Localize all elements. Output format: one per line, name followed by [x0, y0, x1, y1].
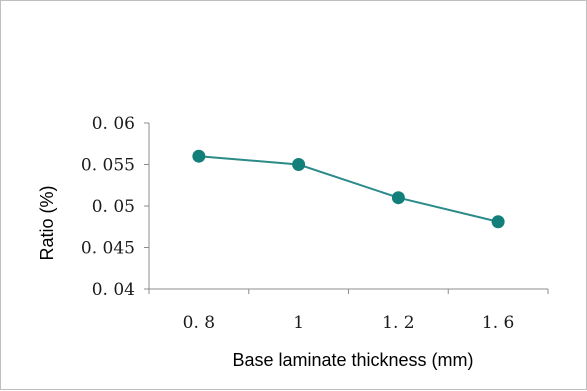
x-tick-label: 1. 6 [482, 313, 514, 333]
data-point [391, 191, 405, 205]
y-tick-label: 0. 045 [81, 239, 135, 259]
y-tick-labels: 0. 04 0. 045 0. 05 0. 055 0. 06 [81, 114, 135, 300]
y-axis-title: Ratio (%) [37, 185, 57, 260]
data-point [192, 149, 206, 163]
data-point [292, 158, 306, 171]
series-layer [192, 149, 505, 229]
data-point [491, 215, 505, 229]
y-tick-label: 0. 055 [81, 156, 135, 176]
x-tick-label: 1. 2 [382, 313, 414, 333]
axes [144, 122, 549, 294]
series-line [198, 155, 499, 223]
x-tick-label: 0. 8 [183, 313, 215, 333]
x-axis-title: Base laminate thickness (mm) [232, 350, 473, 370]
y-tick-label: 0. 04 [92, 280, 135, 300]
y-tick-label: 0. 06 [92, 114, 135, 134]
y-tick-label: 0. 05 [92, 197, 135, 217]
x-tick-label: 1 [293, 313, 304, 333]
x-tick-labels: 0. 8 1 1. 2 1. 6 [183, 313, 515, 333]
